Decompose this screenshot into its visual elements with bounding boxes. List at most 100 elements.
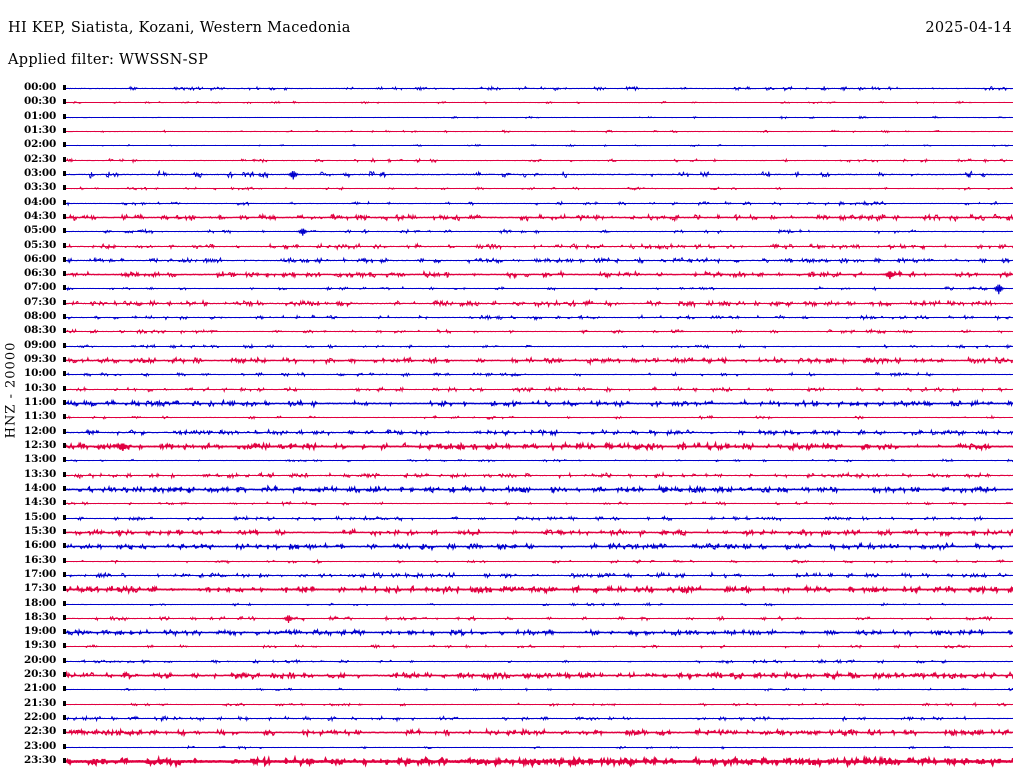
trace-row: 01:00 [0, 110, 1024, 125]
seismogram-plot: 00:00 00:30 01:00 01:30 02:00 02:30 03:00 03:30… [0, 78, 1024, 780]
axis-tick-mark [63, 85, 66, 90]
trace-row: 05:30 [0, 239, 1024, 254]
time-axis-label: 15:30 [24, 524, 57, 537]
time-axis-label: 23:30 [24, 754, 57, 767]
axis-tick-mark [63, 743, 66, 749]
axis-tick-mark [63, 543, 66, 549]
trace-row: 08:30 [0, 325, 1024, 339]
trace-row: 20:30 [0, 669, 1024, 683]
time-axis-label: 19:30 [24, 639, 57, 652]
page-title: HI KEP, Siatista, Kozani, Western Macedo… [8, 20, 351, 36]
trace-row: 13:30 [0, 468, 1024, 483]
trace-row: 18:00 [0, 596, 1024, 612]
trace-row: 21:00 [0, 683, 1024, 697]
time-axis-label: 18:00 [24, 596, 57, 609]
trace-row: 14:00 [0, 481, 1024, 497]
waveform-trace [66, 598, 1013, 611]
trace-row: 23:00 [0, 740, 1024, 755]
waveform-trace [66, 125, 1013, 138]
time-axis-label: 09:30 [24, 353, 57, 366]
waveform-trace [66, 211, 1013, 224]
time-axis-label: 18:30 [24, 610, 57, 623]
axis-tick-mark [63, 758, 66, 764]
axis-tick-mark [63, 443, 66, 448]
waveform-trace [66, 698, 1013, 711]
axis-tick-mark [63, 242, 66, 248]
axis-tick-mark [63, 199, 66, 205]
trace-row: 19:30 [0, 640, 1024, 654]
trace-row: 07:00 [0, 282, 1024, 296]
axis-tick-mark [63, 342, 66, 348]
time-axis-label: 03:00 [24, 166, 57, 179]
waveform-trace [66, 240, 1013, 253]
time-axis-label: 22:30 [24, 725, 57, 738]
time-axis-label: 14:00 [24, 481, 57, 494]
trace-row: 04:00 [0, 196, 1024, 211]
axis-tick-mark [63, 686, 66, 692]
waveform-trace [66, 726, 1013, 739]
axis-tick-mark [63, 185, 66, 191]
axis-tick-mark [63, 113, 66, 119]
axis-tick-mark [63, 228, 66, 234]
waveform-trace [66, 626, 1013, 639]
axis-tick-mark [63, 672, 66, 678]
waveform-trace [66, 712, 1013, 725]
waveform-trace [66, 225, 1013, 238]
time-axis-label: 04:30 [24, 209, 57, 222]
trace-row: 22:30 [0, 726, 1024, 740]
waveform-trace [66, 483, 1013, 496]
waveform-trace [66, 411, 1013, 424]
waveform-trace [66, 397, 1013, 410]
header: HI KEP, Siatista, Kozani, Western Macedo… [0, 0, 1024, 78]
waveform-trace [66, 254, 1013, 267]
trace-row: 03:30 [0, 182, 1024, 196]
waveform-trace [66, 612, 1013, 625]
waveform-trace [66, 454, 1013, 467]
time-axis-label: 07:00 [24, 281, 57, 294]
axis-tick-mark [63, 271, 66, 277]
axis-tick-mark [63, 256, 66, 262]
time-axis-label: 09:00 [24, 338, 57, 351]
axis-tick-mark [63, 428, 66, 434]
time-axis-label: 00:30 [24, 95, 57, 108]
axis-tick-mark [63, 600, 66, 606]
time-axis-label: 07:30 [24, 295, 57, 308]
axis-tick-mark [63, 471, 66, 477]
axis-tick-mark [63, 457, 66, 463]
time-axis-label: 00:00 [24, 81, 57, 93]
waveform-trace [66, 383, 1013, 396]
waveform-trace [66, 96, 1013, 109]
axis-tick-mark [63, 614, 66, 620]
axis-tick-mark [63, 557, 66, 563]
time-axis-label: 16:00 [24, 539, 57, 552]
waveform-trace [66, 569, 1013, 582]
waveform-trace [66, 325, 1013, 338]
waveform-trace [66, 683, 1013, 696]
time-axis-label: 02:00 [24, 138, 57, 151]
axis-tick-mark [63, 156, 66, 162]
trace-row: 10:00 [0, 368, 1024, 382]
time-axis-label: 16:30 [24, 553, 57, 566]
axis-tick-mark [63, 414, 66, 420]
waveform-trace [66, 111, 1013, 124]
trace-row: 23:30 [0, 755, 1024, 769]
axis-tick-mark [63, 500, 66, 506]
waveform-trace [66, 297, 1013, 310]
waveform-trace [66, 282, 1013, 295]
time-axis-label: 20:30 [24, 668, 57, 681]
trace-row: 07:30 [0, 295, 1024, 311]
trace-row: 09:30 [0, 354, 1024, 368]
waveform-trace [66, 512, 1013, 525]
trace-row: 16:00 [0, 540, 1024, 554]
trace-row: 15:00 [0, 510, 1024, 526]
waveform-trace [66, 354, 1013, 367]
axis-tick-mark [63, 213, 66, 219]
axis-tick-mark [63, 314, 66, 320]
time-axis-label: 14:30 [24, 496, 57, 509]
time-axis-label: 15:00 [24, 510, 57, 523]
axis-tick-mark [63, 400, 66, 406]
waveform-trace [66, 154, 1013, 167]
trace-row: 04:30 [0, 209, 1024, 225]
waveform-trace [66, 368, 1013, 381]
waveform-trace [66, 311, 1013, 324]
